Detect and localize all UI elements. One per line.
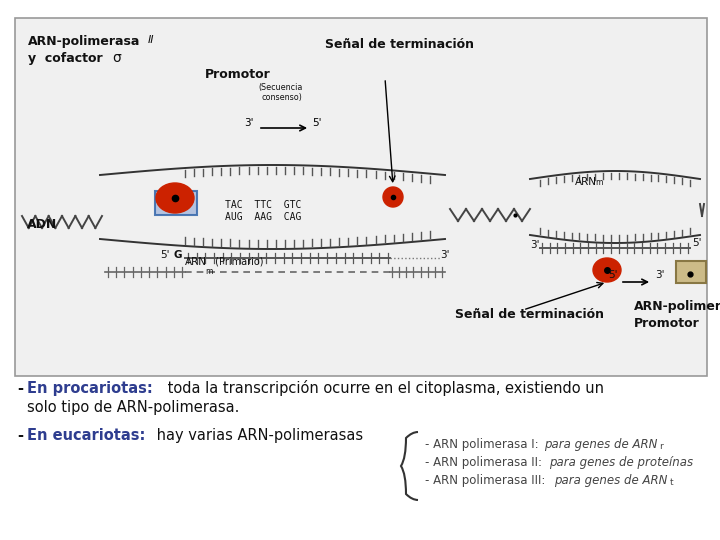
Text: 3': 3'	[530, 240, 539, 250]
Text: m: m	[595, 178, 603, 187]
Text: para genes de proteínas: para genes de proteínas	[549, 456, 693, 469]
Text: En procariotas:: En procariotas:	[27, 381, 153, 396]
Text: (Secuencia: (Secuencia	[258, 83, 302, 92]
Text: - ARN polimerasa II:: - ARN polimerasa II:	[425, 456, 549, 469]
Text: toda la transcripción ocurre en el citoplasma, existiendo un: toda la transcripción ocurre en el citop…	[163, 380, 604, 396]
Text: ADN: ADN	[27, 218, 58, 231]
Bar	[676, 261, 706, 283]
Text: 3': 3'	[655, 270, 665, 280]
Text: m: m	[205, 267, 212, 276]
Text: para genes de ARN: para genes de ARN	[544, 438, 657, 451]
Text: σ: σ	[112, 51, 121, 65]
Text: Señal de terminación: Señal de terminación	[455, 308, 604, 321]
FancyBboxPatch shape	[15, 18, 707, 376]
Text: II: II	[148, 35, 155, 45]
Text: ARN-polimerasa: ARN-polimerasa	[634, 300, 720, 313]
Ellipse shape	[593, 258, 621, 282]
Ellipse shape	[156, 183, 194, 213]
Text: 5': 5'	[312, 118, 322, 128]
Text: y  cofactor: y cofactor	[28, 52, 103, 65]
Text: 5': 5'	[608, 270, 618, 280]
Text: (Primario): (Primario)	[212, 257, 264, 267]
Text: para genes de ARN: para genes de ARN	[554, 474, 667, 487]
Text: TAC  TTC  GTC: TAC TTC GTC	[225, 200, 302, 210]
Text: Promotor: Promotor	[634, 317, 700, 330]
Text: ARN-polimerasa: ARN-polimerasa	[28, 35, 140, 48]
Text: -: -	[18, 381, 29, 396]
Bar	[155, 191, 197, 215]
Text: Promotor: Promotor	[205, 68, 271, 81]
Text: - ARN polimerasa III:: - ARN polimerasa III:	[425, 474, 553, 487]
Text: AUG  AAG  CAG: AUG AAG CAG	[225, 212, 302, 222]
Text: Señal de terminación: Señal de terminación	[325, 38, 474, 51]
Text: 5': 5'	[692, 238, 701, 248]
Text: - ARN polimerasa I:: - ARN polimerasa I:	[425, 438, 546, 451]
Text: solo tipo de ARN-polimerasa.: solo tipo de ARN-polimerasa.	[27, 400, 239, 415]
Text: hay varias ARN-polimerasas: hay varias ARN-polimerasas	[152, 428, 363, 443]
Text: ARN: ARN	[185, 257, 207, 267]
Text: G: G	[173, 250, 181, 260]
Text: r: r	[659, 442, 662, 451]
Text: t: t	[670, 478, 674, 487]
Text: ARN: ARN	[575, 177, 597, 187]
Text: -: -	[18, 428, 29, 443]
Text: 5': 5'	[160, 250, 169, 260]
Ellipse shape	[383, 187, 403, 207]
Text: 3': 3'	[440, 250, 449, 260]
Text: En eucariotas:: En eucariotas:	[27, 428, 145, 443]
Text: consenso): consenso)	[261, 93, 302, 102]
Text: 3': 3'	[244, 118, 253, 128]
